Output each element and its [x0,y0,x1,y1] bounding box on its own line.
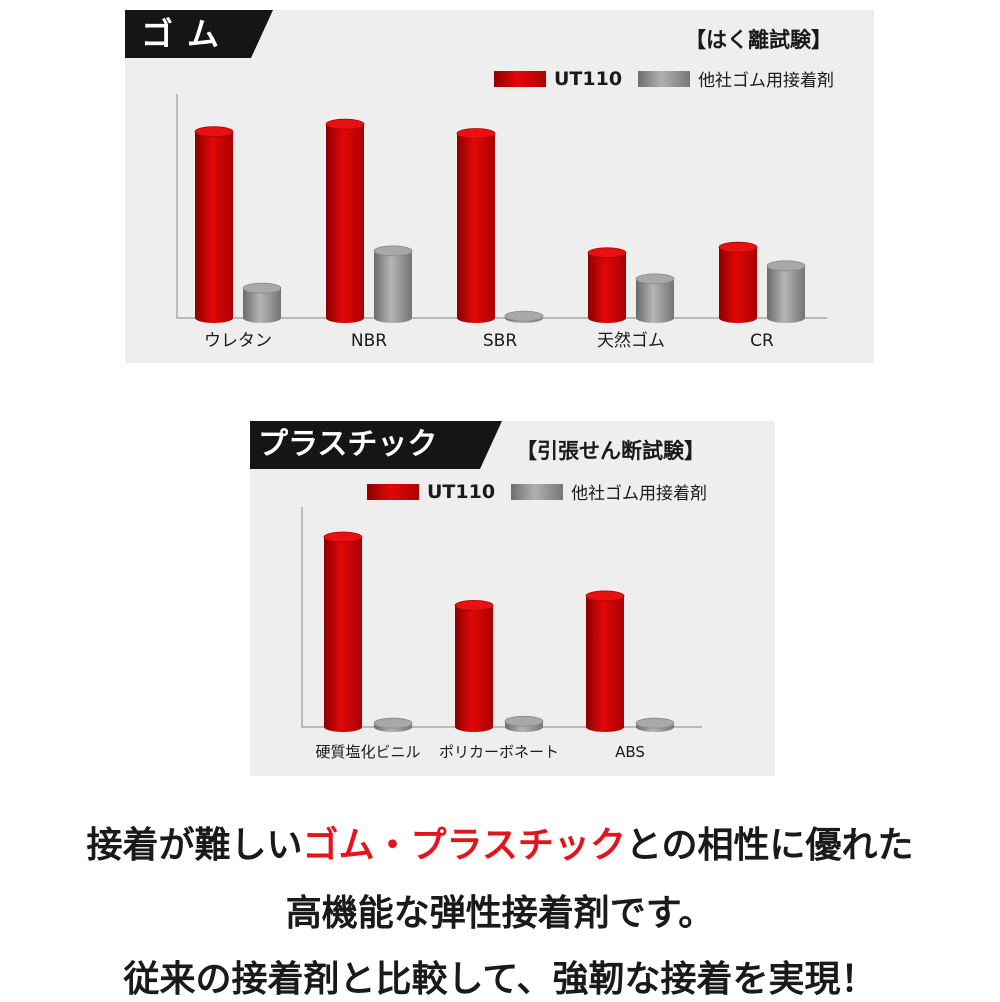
plastic-bar-chart: 硬質塩化ビニル ポリカーボネート ABS [301,507,702,761]
plastic-tab: プラスチック [250,421,502,469]
bar-other-0 [373,717,413,732]
bar-ut110-1 [454,599,494,732]
bar-ut110-2 [585,590,625,732]
plastic-legend: UT110 他社ゴム用接着剤 [367,479,707,504]
axis-lines [301,507,702,728]
bar-ut110-0 [323,531,363,732]
rubber-tab: ゴム [125,10,273,58]
legend-swatch-ut110 [367,483,419,500]
category-label-1: NBR [351,331,387,351]
bar-ut110-0 [194,126,234,323]
rubber-peel-test-panel: ゴム 【はく離試験】 UT110 他社ゴム用接着剤 ウレタン NBR SBR 天然ゴム… [125,10,874,363]
category-label-3: 天然ゴム [597,330,665,351]
category-label-2: ABS [615,743,645,761]
bar-ut110-2 [456,128,496,323]
caption-line-2: 高機能な弾性接着剤です。 [285,893,715,934]
legend-label-other: 他社ゴム用接着剤 [698,71,835,91]
legend-swatch-ut110 [494,70,546,87]
legend-swatch-other [511,483,564,500]
bar-ut110-4 [718,241,758,323]
legend-label-ut110: UT110 [427,480,496,503]
caption-line-3: 従来の接着剤と比較して、強靭な接着を実現！ [123,959,877,1000]
bar-other-1 [504,715,544,732]
caption-line-1-a: 接着が難しい [86,825,303,866]
bar-other-3 [635,273,675,323]
bar-other-0 [242,282,282,323]
category-label-1: ポリカーボネート [439,743,559,761]
rubber-bar-chart: ウレタン NBR SBR 天然ゴム CR [176,94,827,351]
category-label-2: SBR [483,331,517,351]
legend-label-other: 他社ゴム用接着剤 [571,484,708,504]
legend-swatch-other [638,70,691,87]
bar-other-2 [635,717,675,732]
caption-line-1-highlight: ゴム・プラスチック [302,825,626,866]
rubber-test-name: 【はく離試験】 [685,28,832,52]
bar-other-4 [766,260,806,323]
bar-ut110-3 [587,247,627,323]
rubber-legend: UT110 他社ゴム用接着剤 [494,66,834,91]
category-label-0: 硬質塩化ビニル [315,743,420,761]
bar-other-2 [504,310,544,323]
category-label-4: CR [750,331,774,351]
plastic-shear-test-panel: プラスチック 【引張せん断試験】 UT110 他社ゴム用接着剤 硬質塩化ビニル ポ… [250,421,775,776]
legend-label-ut110: UT110 [554,67,623,90]
caption-line-1: 接着が難しいゴム・プラスチックとの相性に優れた [0,816,1000,868]
plastic-test-name: 【引張せん断試験】 [516,439,705,463]
bar-other-1 [373,245,413,323]
category-label-0: ウレタン [204,331,272,351]
bar-ut110-1 [325,118,365,323]
caption-line-1-c: との相性に優れた [625,825,914,866]
